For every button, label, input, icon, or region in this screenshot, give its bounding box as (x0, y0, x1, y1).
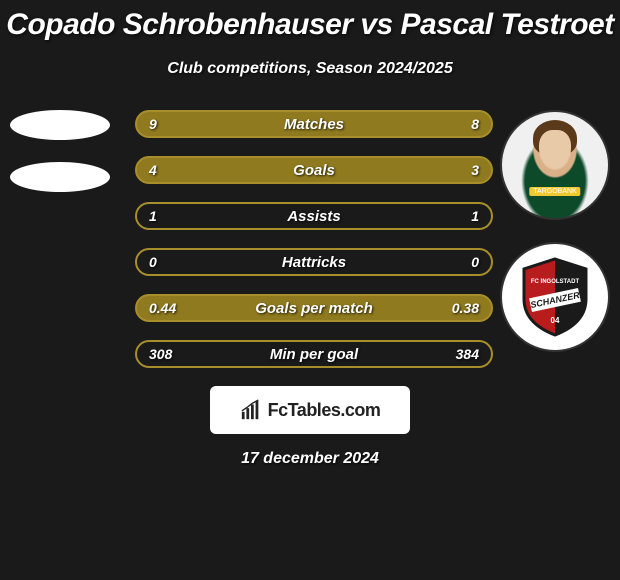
stat-left-value: 0.44 (149, 300, 176, 316)
comparison-content: TARGOBANK SCHANZER FC INGOLSTADT 04 9 Mat… (0, 110, 620, 368)
fctables-label: FcTables.com (268, 400, 381, 421)
stat-left-value: 0 (149, 254, 157, 270)
page-title: Copado Schrobenhauser vs Pascal Testroet (0, 0, 620, 42)
stat-right-value: 0 (471, 254, 479, 270)
right-badges: TARGOBANK SCHANZER FC INGOLSTADT 04 (500, 110, 610, 374)
stat-left-value: 308 (149, 346, 172, 362)
stat-label: Hattricks (282, 254, 346, 271)
stat-right-value: 0.38 (452, 300, 479, 316)
stat-row: 9 Matches 8 (135, 110, 493, 138)
stat-row: 308 Min per goal 384 (135, 340, 493, 368)
stat-label: Assists (287, 208, 340, 225)
stat-label: Goals per match (255, 300, 373, 317)
fctables-icon (240, 399, 262, 421)
stat-row: 0 Hattricks 0 (135, 248, 493, 276)
stat-right-value: 8 (471, 116, 479, 132)
stat-label: Min per goal (270, 346, 358, 363)
jersey-sponsor: TARGOBANK (529, 187, 580, 196)
stat-row: 1 Assists 1 (135, 202, 493, 230)
stat-left-value: 4 (149, 162, 157, 178)
stat-label: Goals (293, 162, 335, 179)
subtitle: Club competitions, Season 2024/2025 (0, 60, 620, 78)
svg-text:04: 04 (551, 316, 560, 325)
stat-right-value: 3 (471, 162, 479, 178)
player-left-placeholder (10, 110, 110, 140)
svg-text:FC INGOLSTADT: FC INGOLSTADT (531, 279, 580, 285)
stat-row: 0.44 Goals per match 0.38 (135, 294, 493, 322)
shield-icon: SCHANZER FC INGOLSTADT 04 (520, 257, 590, 337)
stat-right-value: 384 (456, 346, 479, 362)
stat-left-value: 9 (149, 116, 157, 132)
stat-left-value: 1 (149, 208, 157, 224)
date-label: 17 december 2024 (0, 450, 620, 468)
stat-row: 4 Goals 3 (135, 156, 493, 184)
stat-rows: 9 Matches 8 4 Goals 3 1 Assists 1 0 Hattricks 0 0.44… (135, 110, 493, 368)
left-placeholders (10, 110, 110, 214)
club-left-placeholder (10, 162, 110, 192)
fctables-badge[interactable]: FcTables.com (210, 386, 410, 434)
stat-right-value: 1 (471, 208, 479, 224)
stat-label: Matches (284, 116, 344, 133)
club-right-badge: SCHANZER FC INGOLSTADT 04 (500, 242, 610, 352)
player-right-photo: TARGOBANK (500, 110, 610, 220)
